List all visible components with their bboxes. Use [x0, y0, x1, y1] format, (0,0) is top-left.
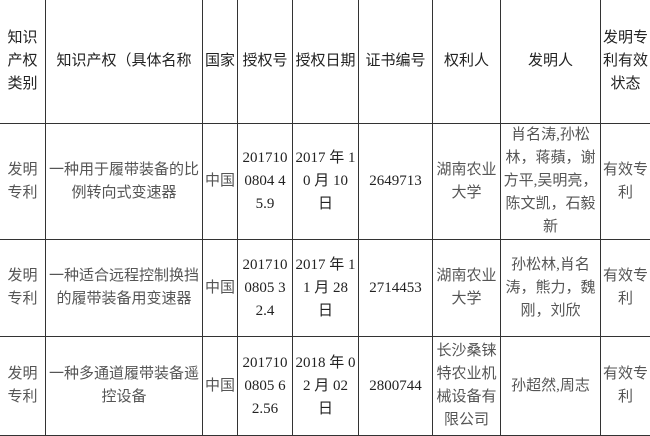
cell-grant-date: 2017 年 10 月 10 日: [293, 124, 359, 240]
cell-cert-no: 2800744: [359, 337, 433, 436]
header-country: 国家: [203, 0, 238, 124]
cell-cert-no: 2714453: [359, 240, 433, 337]
cell-grant-no: 2017100805 32.4: [238, 240, 293, 337]
cell-owner: 长沙桑铼特农业机械设备有限公司: [433, 337, 501, 436]
table-row: 发明专利 一种用于履带装备的比例转向式变速器 中国 2017100804 45.…: [0, 124, 650, 240]
cell-inventors: 肖名涛,孙松林，蒋蘋，谢方平,吴明亮，陈文凯，石毅新: [501, 124, 601, 240]
cell-name: 一种多通道履带装备遥控设备: [46, 337, 203, 436]
header-name: 知识产权（具体名称: [46, 0, 203, 124]
cell-country: 中国: [203, 240, 238, 337]
cell-category: 发明专利: [0, 337, 46, 436]
cell-status: 有效专利: [601, 240, 650, 337]
header-status: 发明专利有效状态: [601, 0, 650, 124]
header-cert-no: 证书编号: [359, 0, 433, 124]
cell-country: 中国: [203, 337, 238, 436]
header-category: 知识产权类别: [0, 0, 46, 124]
cell-cert-no: 2649713: [359, 124, 433, 240]
cell-status: 有效专利: [601, 337, 650, 436]
cell-name: 一种用于履带装备的比例转向式变速器: [46, 124, 203, 240]
cell-grant-no: 2017100804 45.9: [238, 124, 293, 240]
table-row: 发明专利 一种适合远程控制换挡的履带装备用变速器 中国 2017100805 3…: [0, 240, 650, 337]
cell-owner: 湖南农业大学: [433, 124, 501, 240]
cell-grant-date: 2018 年 02 月 02 日: [293, 337, 359, 436]
cell-inventors: 孙松林,肖名涛，熊力，魏刚，刘欣: [501, 240, 601, 337]
cell-grant-no: 2017100805 62.56: [238, 337, 293, 436]
cell-category: 发明专利: [0, 124, 46, 240]
header-grant-no: 授权号: [238, 0, 293, 124]
header-grant-date: 授权日期: [293, 0, 359, 124]
header-owner: 权利人: [433, 0, 501, 124]
cell-name: 一种适合远程控制换挡的履带装备用变速器: [46, 240, 203, 337]
cell-status: 有效专利: [601, 124, 650, 240]
cell-inventors: 孙超然,周志: [501, 337, 601, 436]
header-row: 知识产权类别 知识产权（具体名称 国家 授权号 授权日期 证书编号 权利人 发明…: [0, 0, 650, 124]
cell-owner: 湖南农业大学: [433, 240, 501, 337]
header-inventors: 发明人: [501, 0, 601, 124]
cell-country: 中国: [203, 124, 238, 240]
cell-grant-date: 2017 年 11 月 28 日: [293, 240, 359, 337]
cell-category: 发明专利: [0, 240, 46, 337]
table-row: 发明专利 一种多通道履带装备遥控设备 中国 2017100805 62.56 2…: [0, 337, 650, 436]
